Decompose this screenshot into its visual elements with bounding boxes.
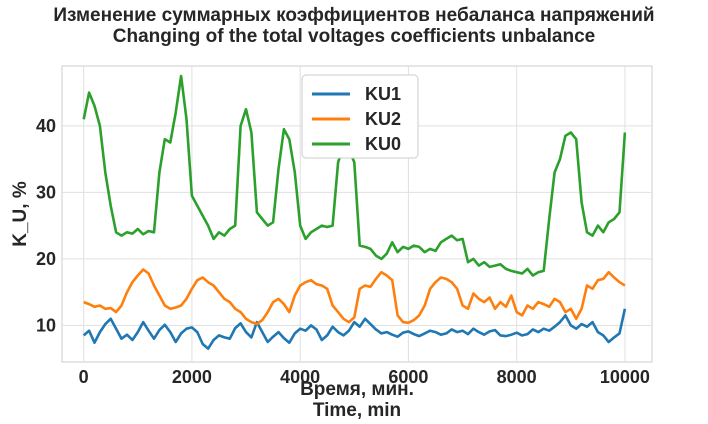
x-tick-label: 8000 xyxy=(497,367,537,387)
legend-label-ku0: KU0 xyxy=(365,134,401,154)
y-tick-label: 40 xyxy=(36,116,56,136)
x-axis-label-en: Time, min xyxy=(313,400,401,421)
y-ticks: 10 20 30 40 xyxy=(36,116,56,336)
y-tick-label: 30 xyxy=(36,182,56,202)
y-tick-label: 10 xyxy=(36,315,56,335)
series-line-ku0 xyxy=(82,74,627,277)
chart-subtitle: Changing of the total voltages coefficie… xyxy=(113,26,595,47)
legend-box xyxy=(301,74,419,159)
x-tick-label: 6000 xyxy=(388,367,428,387)
legend: KU1 KU2 KU0 xyxy=(301,74,419,159)
y-axis-label: K_U, % xyxy=(10,181,31,247)
x-tick-label: 4000 xyxy=(280,367,320,387)
x-tick-label: 0 xyxy=(79,367,89,387)
series-line-ku2 xyxy=(83,268,626,326)
chart-title: Изменение суммарных коэффициентов небала… xyxy=(53,5,654,26)
legend-label-ku1: KU1 xyxy=(365,84,401,104)
x-axis-label: Время, мин. xyxy=(300,379,414,400)
series-group xyxy=(82,74,627,351)
legend-label-ku2: KU2 xyxy=(365,109,401,129)
x-tick-label: 10000 xyxy=(600,367,650,387)
x-tick-label: 2000 xyxy=(172,367,212,387)
y-tick-label: 20 xyxy=(36,249,56,269)
series-line-ku1 xyxy=(82,308,627,351)
x-ticks: 0 2000 4000 6000 8000 10000 xyxy=(79,367,650,387)
